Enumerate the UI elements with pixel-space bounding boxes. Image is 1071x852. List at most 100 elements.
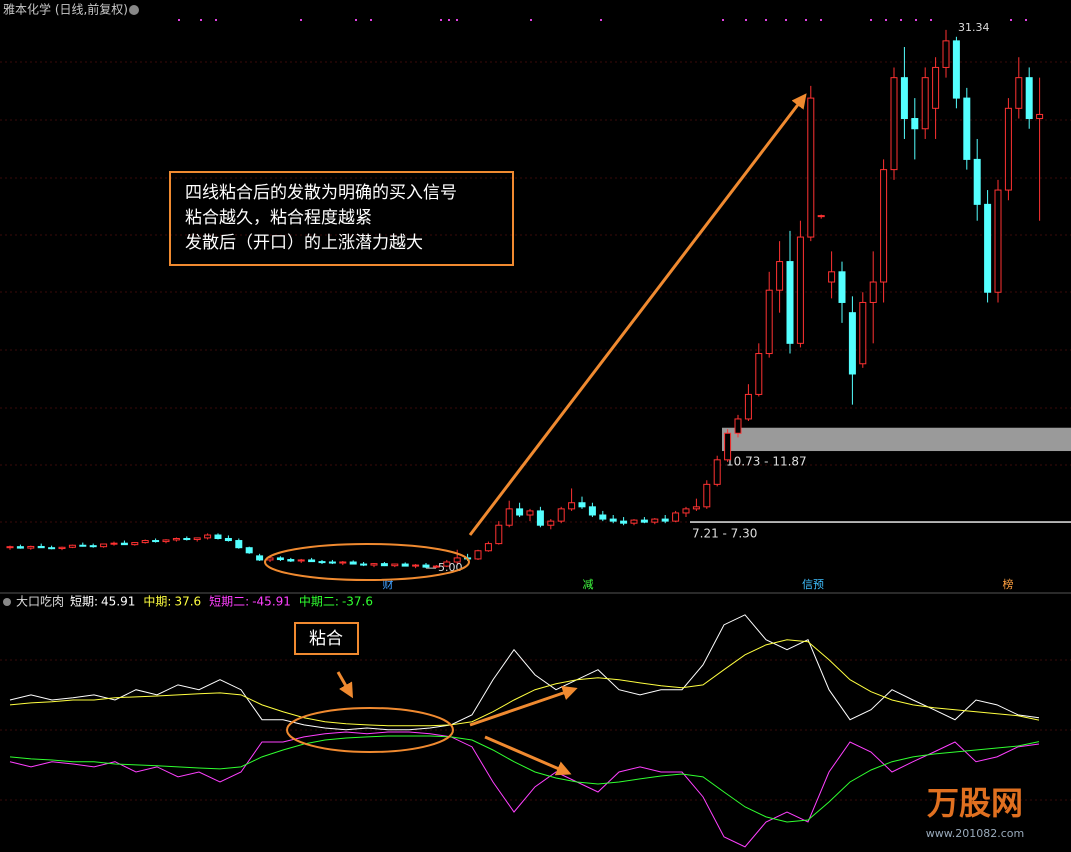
candle-body [131,542,139,546]
candle-body [474,550,482,560]
candle-body [547,520,555,526]
candle-body [578,502,586,508]
high-label: 31.34 [958,21,990,34]
candle-body [682,508,690,514]
candle-body [432,565,440,568]
candle-body [568,502,576,510]
candle-body [6,546,14,549]
zone-label: 7.21 - 7.30 [692,526,757,540]
annotation: 粘合越久，粘合程度越紧 [185,208,372,228]
annotation-box [169,171,514,266]
candle-body [1036,113,1044,120]
candle-body [921,77,929,130]
candle-body [776,261,784,291]
candle-body [734,418,742,434]
annotation: 发散后（开口）的上涨潜力越大 [185,233,423,253]
candle-body [713,459,721,485]
price-zone [690,521,1071,523]
menu-icon[interactable] [129,5,139,15]
candle-body [412,564,420,567]
candle-body [963,97,971,160]
legend-name: 短期二: [209,595,249,609]
candle-body [276,557,284,561]
candle-body [453,557,461,563]
candle-body [692,506,700,510]
candle-body [495,524,503,545]
candle-body [640,519,648,523]
legend-name: 中期: [143,594,171,609]
zone-label: 10.73 - 11.87 [726,455,807,469]
candle-body [360,563,368,566]
candle-body [484,543,492,552]
candle-body [828,271,836,283]
candle-body [620,520,628,524]
candle-body [651,518,659,523]
candle-body [318,561,326,564]
legend-value: -37.6 [342,595,373,609]
candle-body [245,547,253,554]
candle-body [443,561,451,567]
candle-body [193,537,201,541]
event-marker: 财 [383,577,394,591]
candle-body [900,77,908,120]
candle-body [120,542,128,546]
candle-body [308,559,316,563]
candle-body [796,236,804,344]
candle-body [162,539,170,543]
indicator-line [9,639,1040,727]
candle-body [505,508,513,526]
candle-body [235,540,243,549]
candle-body [100,543,108,548]
annotation: 四线粘合后的发散为明确的买入信号 [185,183,457,203]
candle-body [58,546,66,550]
candle-body [68,544,76,548]
candle-body [204,534,212,539]
candle-body [27,545,35,549]
candle-body [630,519,638,524]
candle-body [859,301,867,365]
candle-body [952,40,960,99]
candle-body [786,261,794,344]
candle-body [110,542,118,545]
candle-body [848,312,856,375]
candle-body [807,97,815,238]
candle-body [661,518,669,522]
candle-body [401,563,409,567]
price-zone [722,427,1071,452]
candle-body [869,281,877,303]
candle-body [287,559,295,562]
candle-body [183,538,191,541]
candle-body [1004,107,1012,191]
candle-body [932,66,940,109]
indicator-line [9,735,1040,823]
indicator-line [9,731,1040,848]
candle-body [48,547,56,550]
watermark-url: www.201082.com [926,827,1024,840]
legend-value: 37.6 [174,595,201,609]
legend-value: -45.91 [252,595,291,609]
candle-body [172,538,180,541]
candle-body [79,544,87,547]
event-marker: 减 [583,578,594,591]
candle-body [422,564,430,568]
candle-body [838,271,846,303]
annotation: 粘合 [309,629,343,649]
candle-body [380,563,388,567]
candle-body [599,514,607,520]
candle-body [37,545,45,549]
candle-body [588,506,596,516]
event-marker: 榜 [1003,577,1014,591]
candle-body [224,538,232,542]
candle-body [765,289,773,355]
candle-body [536,510,544,526]
arrows [264,93,807,776]
legend-name: 短期: [70,595,98,609]
candle-body [214,534,222,540]
watermark: 万股网 [927,784,1023,822]
candle-body [817,215,825,218]
annotation-box [294,622,359,655]
candle-body [755,353,763,395]
indicator-menu[interactable] [3,598,11,606]
